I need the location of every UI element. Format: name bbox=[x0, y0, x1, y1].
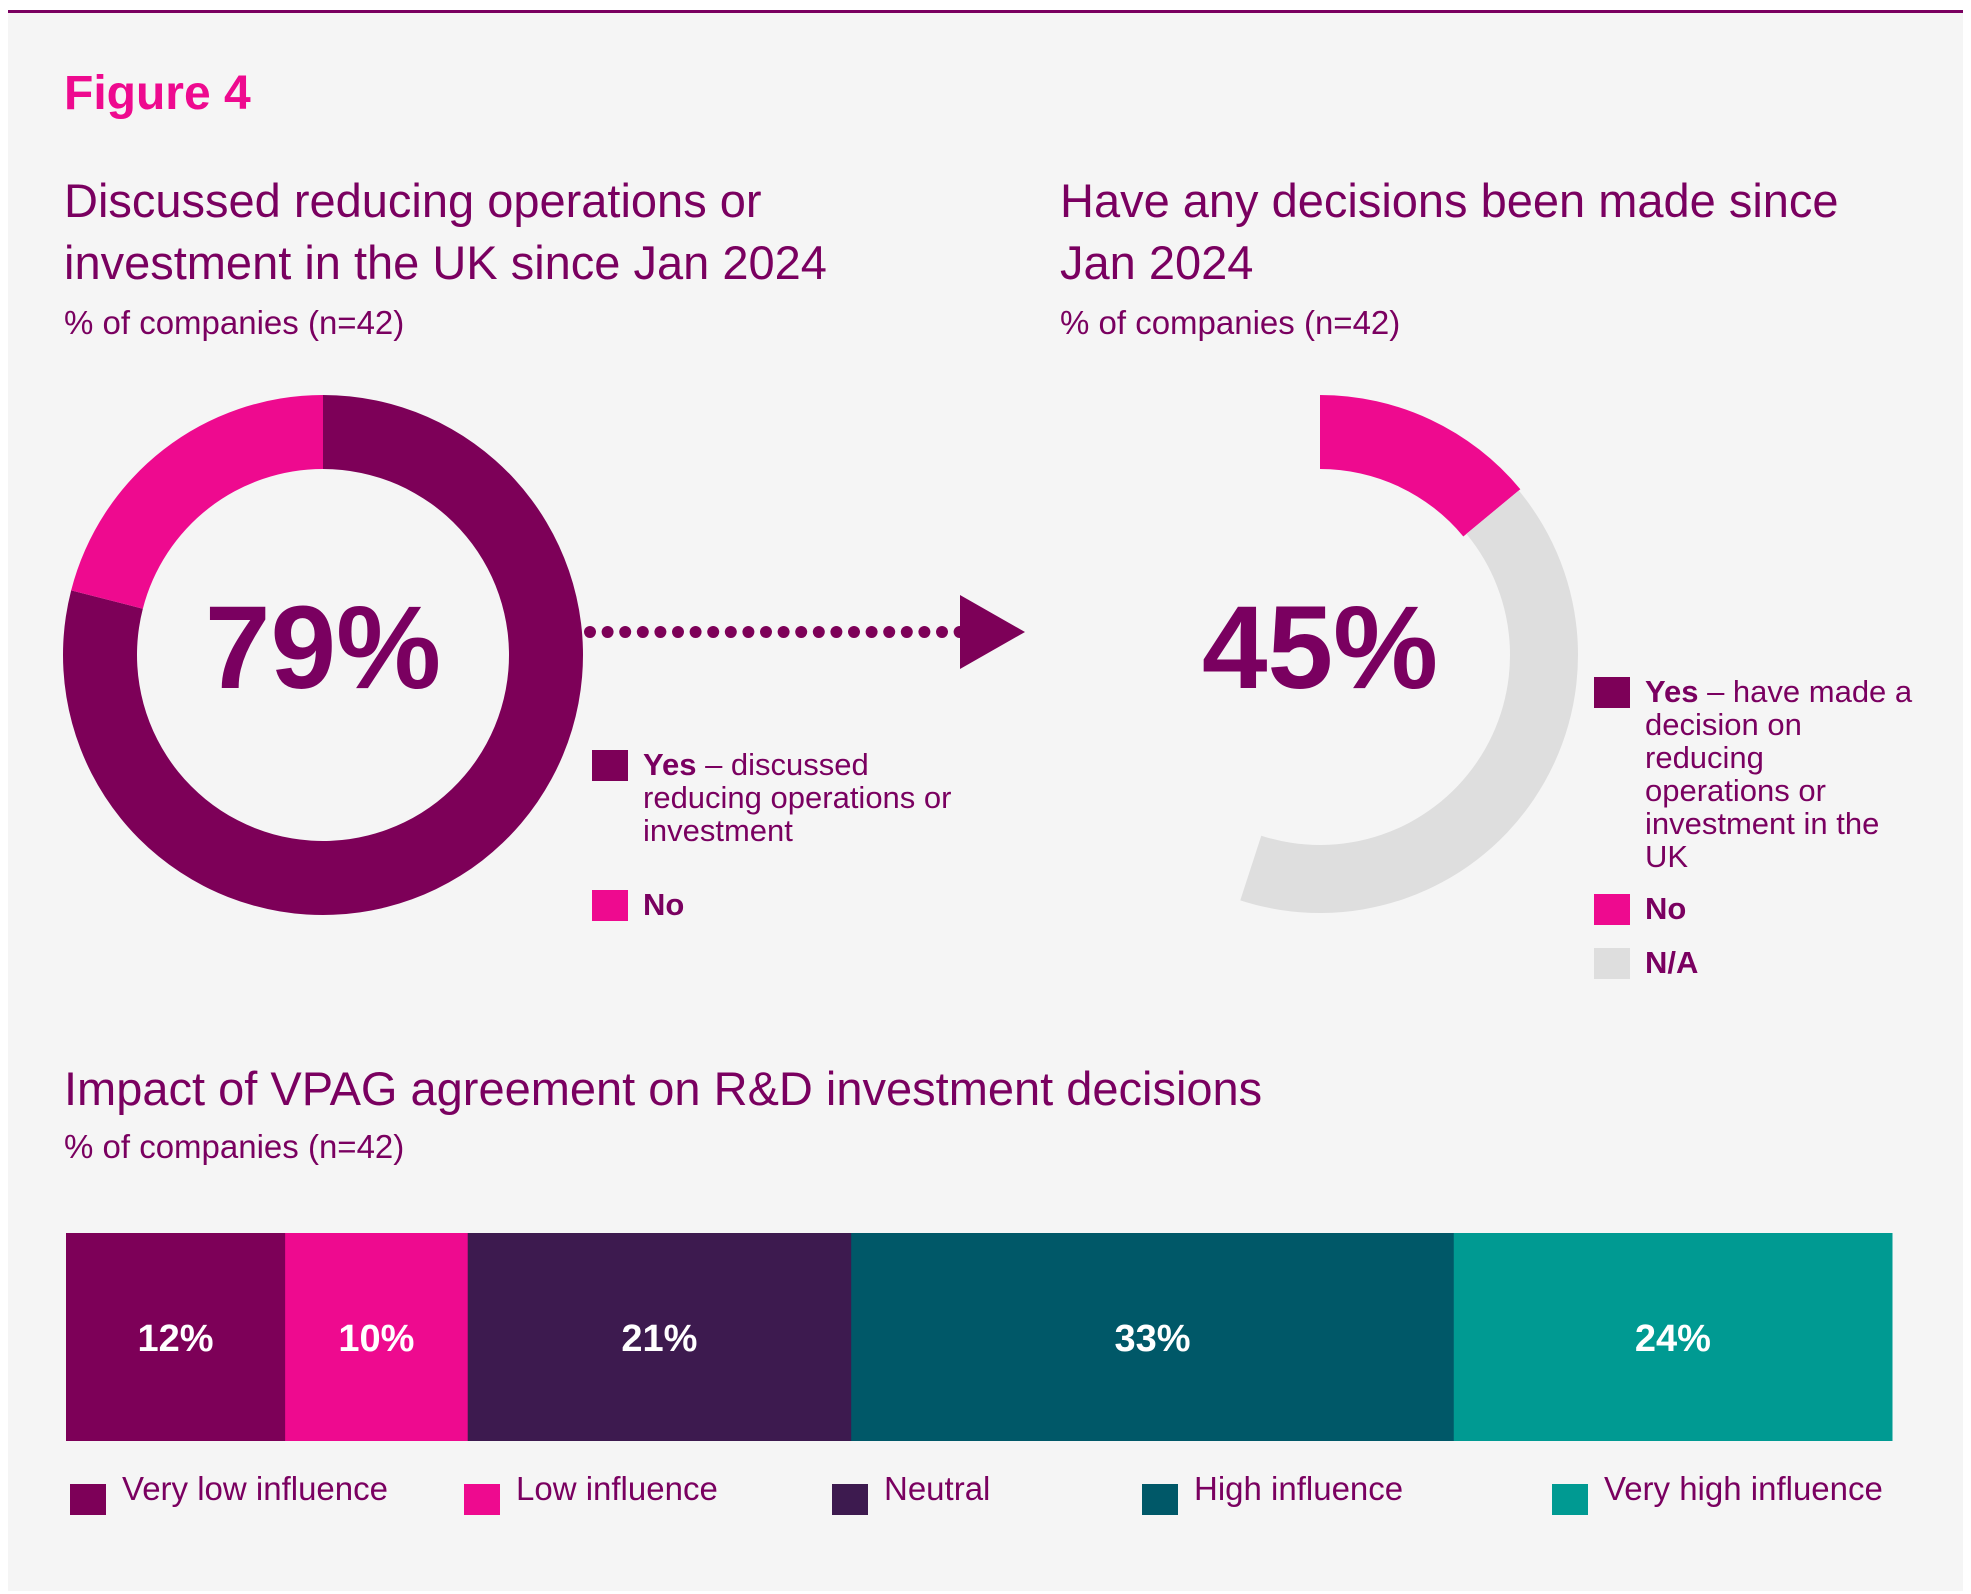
donut2-legend-no-swatch bbox=[1594, 894, 1630, 925]
donut1-legend-no-swatch bbox=[592, 890, 628, 921]
legend-bold: No bbox=[1645, 891, 1687, 926]
donut1-slice-no bbox=[71, 395, 323, 609]
arrow-dot bbox=[918, 626, 931, 638]
arrow-dot bbox=[619, 626, 632, 638]
donut1-subtitle: % of companies (n=42) bbox=[64, 304, 405, 341]
legend-rest: – have made a decision on reducing opera… bbox=[1645, 674, 1913, 874]
donut2-subtitle: % of companies (n=42) bbox=[1060, 304, 1401, 341]
donut1-title: Discussed reducing operations or investm… bbox=[64, 174, 827, 289]
donut2-title: Have any decisions been made since Jan 2… bbox=[1060, 174, 1839, 289]
donut1-center-label: 79% bbox=[205, 582, 441, 714]
donut1-chart bbox=[63, 395, 584, 915]
legend-rest: – discussed reducing operations or inves… bbox=[643, 747, 952, 848]
bar-legend-label-neutral: Neutral bbox=[884, 1470, 991, 1507]
donut2-center-label: 45% bbox=[1202, 582, 1438, 714]
bar-subtitle: % of companies (n=42) bbox=[64, 1128, 405, 1165]
donut2-legend-na-swatch bbox=[1594, 948, 1630, 979]
arrow-dot bbox=[812, 626, 825, 638]
legend-bold: N/A bbox=[1645, 945, 1699, 980]
donut1-legend-yes: Yes – discussed reducing operations or i… bbox=[643, 748, 973, 847]
bar-legend-label-high: High influence bbox=[1194, 1470, 1404, 1507]
donut2-legend-no: No bbox=[1645, 892, 1686, 925]
arrow-head bbox=[960, 595, 1025, 669]
bar-legend-swatch-very-high bbox=[1552, 1484, 1588, 1515]
legend-bold: Yes bbox=[1645, 674, 1699, 709]
arrow-dot bbox=[654, 626, 667, 638]
donut2-slice-no bbox=[1320, 395, 1521, 537]
donut2-legend-yes: Yes – have made a decision on reducing o… bbox=[1645, 675, 1915, 873]
arrow-dot bbox=[689, 626, 702, 638]
arrow-dot bbox=[848, 626, 860, 638]
arrow-dot bbox=[936, 626, 948, 638]
bar-legend-swatch-high bbox=[1142, 1484, 1178, 1515]
donut1-legend-yes-swatch bbox=[592, 750, 628, 781]
donut2-chart bbox=[1239, 395, 1578, 913]
donut2-slice-na bbox=[1240, 490, 1578, 913]
arrow-dot bbox=[777, 626, 790, 638]
donut1-legend-no: No bbox=[643, 888, 684, 921]
dotted-arrow bbox=[584, 595, 1025, 669]
arrow-dot bbox=[883, 626, 896, 638]
bar-legend-label-very-high: Very high influence bbox=[1604, 1470, 1883, 1507]
donut2-legend-na: N/A bbox=[1645, 946, 1698, 979]
arrow-dot bbox=[724, 626, 737, 638]
arrow-dot bbox=[760, 626, 772, 638]
bar-title: Impact of VPAG agreement on R&D investme… bbox=[64, 1062, 1263, 1115]
legend-bold: No bbox=[643, 887, 685, 922]
arrow-dot bbox=[830, 626, 843, 638]
arrow-dot bbox=[900, 626, 913, 638]
figure-label: Figure 4 bbox=[64, 67, 251, 120]
arrow-dot bbox=[636, 626, 649, 638]
arrow-dot bbox=[795, 626, 808, 638]
donut2-legend-yes-swatch bbox=[1594, 677, 1630, 708]
bar-legend-label-very-low: Very low influence bbox=[122, 1470, 388, 1507]
arrow-dot bbox=[601, 626, 614, 638]
bar-legend-label-low: Low influence bbox=[516, 1470, 718, 1507]
bar-legend-swatch-very-low bbox=[70, 1484, 106, 1515]
legend-bold: Yes bbox=[643, 747, 697, 782]
arrow-dot bbox=[742, 626, 755, 638]
arrow-dot bbox=[865, 626, 878, 638]
bar-legend-swatch-low bbox=[464, 1484, 500, 1515]
bar-legend-swatch-neutral bbox=[832, 1484, 868, 1515]
arrow-dot bbox=[672, 626, 684, 638]
arrow-dot bbox=[584, 626, 596, 638]
arrow-dot bbox=[707, 626, 720, 638]
